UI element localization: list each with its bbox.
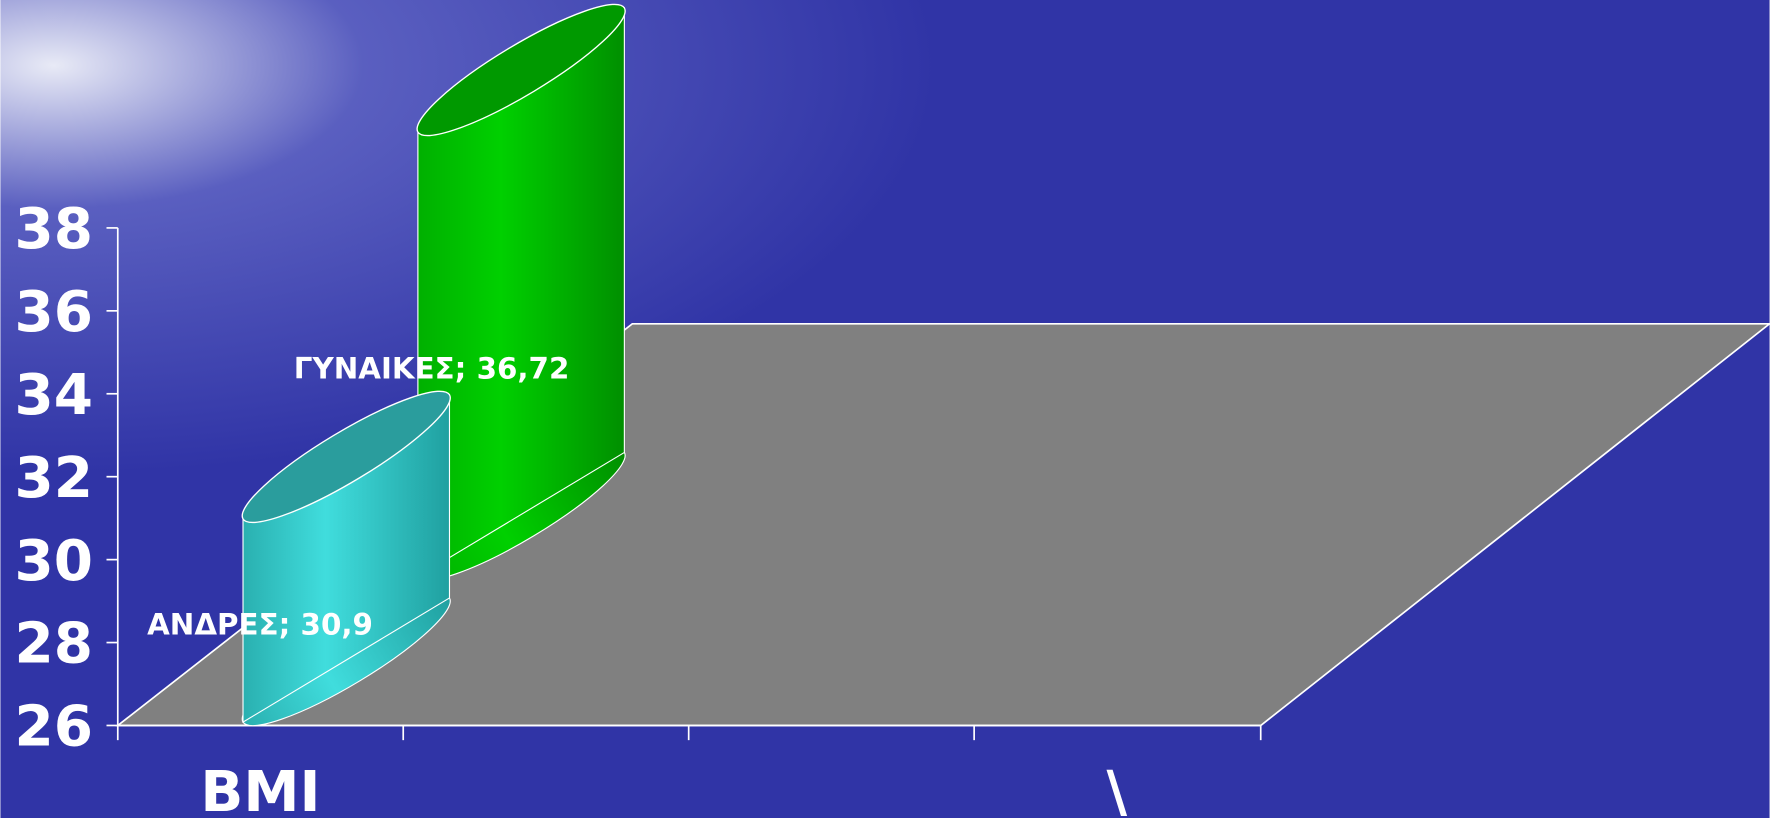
y-tick-label: 36 [14, 280, 93, 345]
bar-top [241, 390, 451, 524]
y-tick-label: 28 [14, 612, 93, 677]
y-tick-label: 38 [14, 197, 93, 262]
y-tick-label: 32 [14, 446, 93, 511]
y-tick-label: 30 [14, 529, 93, 594]
data-label: ΓΥΝΑΙΚΕΣ; 36,72 [294, 352, 570, 386]
x-ticks [116, 725, 1262, 741]
y-tick-label: 26 [14, 695, 93, 760]
y-tick-label: 34 [14, 363, 93, 428]
bar [241, 390, 451, 727]
data-label: ΑΝΔΡΕΣ; 30,9 [147, 608, 373, 642]
bar-top [416, 3, 626, 137]
bar [416, 3, 626, 581]
x-tick-label: \ [1107, 760, 1128, 818]
x-tick-label: BMI [200, 760, 320, 818]
